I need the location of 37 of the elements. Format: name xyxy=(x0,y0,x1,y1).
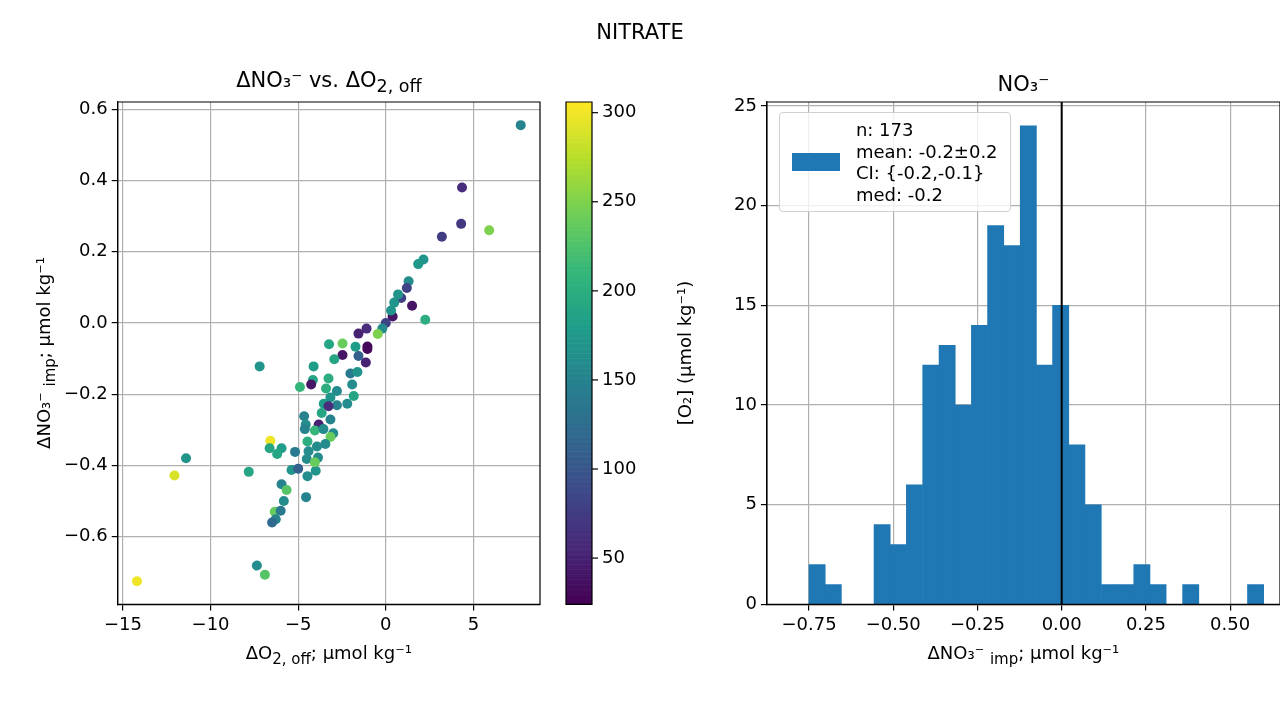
x-tick-label: 5 xyxy=(467,612,480,634)
y-tick-label: 0.6 xyxy=(79,96,108,118)
x-tick-label: 0.00 xyxy=(1041,612,1082,634)
x-tick-label: −0.75 xyxy=(781,612,837,634)
color-bar-label: 50 xyxy=(602,545,625,567)
color-bar-label: 100 xyxy=(602,456,637,478)
x-tick-label: −10 xyxy=(191,612,230,634)
y-tick-label: −0.2 xyxy=(63,381,108,403)
y-tick-label: 15 xyxy=(734,293,757,315)
text: NITRATE xyxy=(596,20,684,44)
chart-title: ΔNO₃⁻ vs. ΔO$_{2, off}$ xyxy=(236,67,422,96)
x-axis-title: ΔO$_{2, off}$; μmol kg⁻¹ xyxy=(245,642,412,668)
y-tick-label: 0.0 xyxy=(79,310,108,332)
y-tick-label: 10 xyxy=(734,392,757,414)
x-tick-label: 0.25 xyxy=(1125,612,1166,634)
x-tick-label: −0.50 xyxy=(865,612,921,634)
color-bar-label: 200 xyxy=(602,278,637,300)
y-tick-label: 0.4 xyxy=(79,168,108,190)
y-tick-label: 25 xyxy=(734,93,757,115)
color-bar-label: 300 xyxy=(602,100,637,122)
legend-label: n: 173 mean: -0.2±0.2 CI: {-0.2,-0.1} med: -0.2 xyxy=(855,119,998,206)
x-tick-label: 0 xyxy=(380,612,392,634)
y-tick-label: −0.4 xyxy=(63,453,108,475)
x-tick-label: −15 xyxy=(103,612,142,634)
y-tick-label: −0.6 xyxy=(63,524,108,546)
x-tick-label: −5 xyxy=(284,612,312,634)
y-tick-label: 20 xyxy=(734,193,757,215)
y-tick-label: 0 xyxy=(745,592,757,614)
x-axis-title: ΔNO₃⁻ $_{imp}$; μmol kg⁻¹ xyxy=(927,642,1120,668)
y-tick-label: 0.2 xyxy=(79,239,108,261)
y-tick-label: 5 xyxy=(745,492,757,514)
color-bar-title: [O₂] (μmol kg⁻¹) xyxy=(673,280,695,426)
color-bar-label: 150 xyxy=(602,367,637,389)
chart-title: NO₃⁻ xyxy=(997,72,1050,96)
x-tick-label: 0.50 xyxy=(1210,612,1251,634)
x-tick-label: −0.25 xyxy=(949,612,1006,634)
color-bar-label: 250 xyxy=(602,189,637,211)
